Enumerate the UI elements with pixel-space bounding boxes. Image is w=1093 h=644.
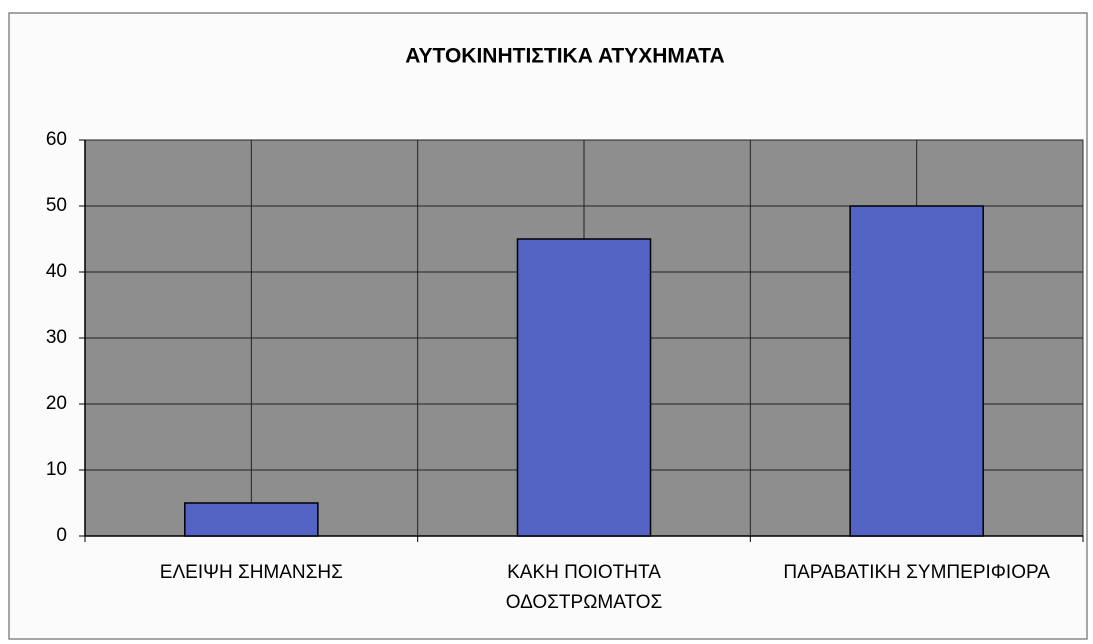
- x-tick-label: ΚΑΚΗ ΠΟΙΟΤΗΤΑ ΟΔΟΣΤΡΩΜΑΤΟΣ: [505, 562, 663, 613]
- y-tick-label: 0: [56, 525, 67, 546]
- y-tick-label: 20: [46, 393, 67, 414]
- y-tick-label: 10: [46, 459, 67, 480]
- bar: [849, 205, 984, 537]
- bar: [184, 502, 319, 537]
- y-tick-label: 60: [46, 129, 67, 150]
- bar: [516, 238, 652, 537]
- y-tick-label: 50: [46, 195, 67, 216]
- y-tick-label: 30: [46, 327, 67, 348]
- x-tick-label: ΠΑΡΑΒΑΤΙΚΗ ΣΥΜΠΕΡΙΦΙΟΡΑ: [783, 562, 1050, 583]
- chart-title: ΑΥΤΟΚΙΝΗΤΙΣΤΙΚΑ ΑΤΥΧΗΜΑΤΑ: [405, 45, 724, 68]
- x-tick-label: ΕΛΕΙΨΗ ΣΗΜΑΝΣΗΣ: [159, 562, 343, 583]
- y-tick-label: 40: [46, 261, 67, 282]
